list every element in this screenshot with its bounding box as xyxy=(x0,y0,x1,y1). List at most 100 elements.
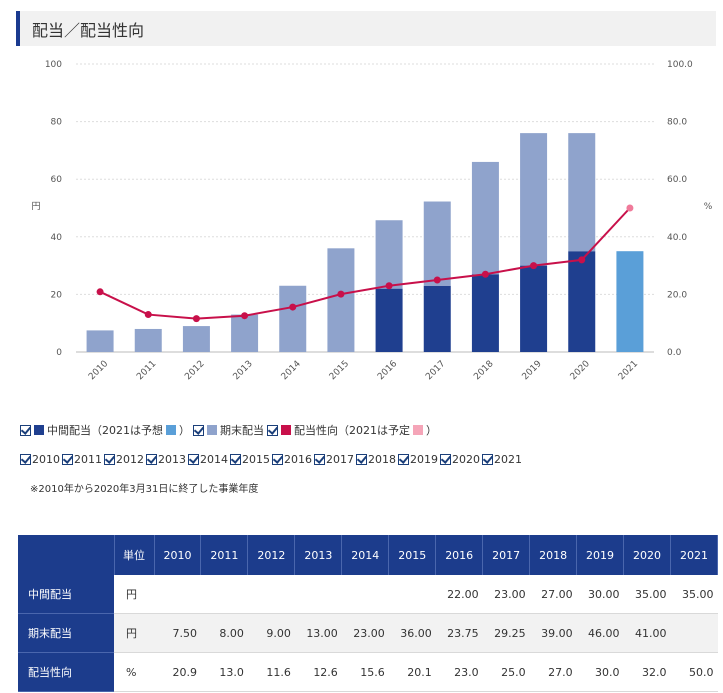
table-cell xyxy=(294,575,342,614)
table-cell: 27.00 xyxy=(529,575,577,614)
row-label: 配当性向 xyxy=(18,652,114,692)
year-filter-checkbox[interactable] xyxy=(146,454,157,465)
interim-checkbox[interactable] xyxy=(20,424,31,436)
table-cell: 7.50 xyxy=(154,613,201,653)
year-end-legend-label: 期末配当 xyxy=(220,424,264,437)
year-filter-label: 2012 xyxy=(116,453,144,466)
row-label: 期末配当 xyxy=(18,613,114,653)
year-filter-2012[interactable]: 2012 xyxy=(104,453,144,466)
y2-tick-label: 80.0 xyxy=(667,118,687,128)
interim-dividend-bar xyxy=(520,265,548,352)
payout-ratio-point xyxy=(578,256,586,264)
table-cell: 23.00 xyxy=(341,613,389,653)
year-filter-checkbox[interactable] xyxy=(188,454,199,465)
year-filter-2015[interactable]: 2015 xyxy=(230,453,270,466)
table-cell xyxy=(247,575,295,614)
interim-dividend-bar xyxy=(568,251,596,352)
year-filter-label: 2021 xyxy=(494,453,522,466)
year-filter-2017[interactable]: 2017 xyxy=(314,453,354,466)
y2-tick-label: 40.0 xyxy=(667,233,687,243)
interim-dividend-bar xyxy=(423,285,451,352)
year-filter-checkbox[interactable] xyxy=(20,454,31,465)
table-cell: 9.00 xyxy=(247,613,295,653)
y-axis-label: 円 xyxy=(31,201,40,212)
year-filter-checkbox[interactable] xyxy=(356,454,367,465)
year-filter-checkbox[interactable] xyxy=(62,454,73,465)
y-tick-label: 20 xyxy=(51,290,63,300)
year-filter-label: 2019 xyxy=(410,453,438,466)
year-filter-checkbox[interactable] xyxy=(482,454,493,465)
year-filter-label: 2017 xyxy=(326,453,354,466)
y2-tick-label: 20.0 xyxy=(667,290,687,300)
page-title-bar: 配当／配当性向 xyxy=(16,11,716,46)
year-end-dividend-bar xyxy=(375,220,403,289)
table-header-cell: 2019 xyxy=(576,535,625,575)
year-filter-2020[interactable]: 2020 xyxy=(440,453,480,466)
year-filter-2018[interactable]: 2018 xyxy=(356,453,396,466)
year-filter-list: 2010 2011 2012 2013 2014 2015 2016 2017 2018 2019… xyxy=(20,453,524,466)
x-tick-label: 2015 xyxy=(328,359,351,382)
y-tick-label: 40 xyxy=(51,233,63,243)
year-filter-2019[interactable]: 2019 xyxy=(398,453,438,466)
x-tick-label: 2017 xyxy=(424,359,447,382)
payout-checkbox[interactable] xyxy=(267,424,278,436)
year-end-dividend-bar xyxy=(86,330,114,352)
year-end-dividend-bar xyxy=(279,285,307,352)
year-filter-label: 2010 xyxy=(32,453,60,466)
year-filter-checkbox[interactable] xyxy=(314,454,325,465)
payout-ratio-forecast-line xyxy=(581,207,631,261)
year-filter-label: 2014 xyxy=(200,453,228,466)
payout-ratio-point xyxy=(289,303,297,311)
table-cell xyxy=(154,575,201,614)
table-header-cell: 2018 xyxy=(529,535,578,575)
table-cell: 39.00 xyxy=(529,613,577,653)
year-end-swatch xyxy=(207,425,217,435)
year-filter-2011[interactable]: 2011 xyxy=(62,453,102,466)
year-filter-checkbox[interactable] xyxy=(440,454,451,465)
payout-ratio-point xyxy=(626,204,634,212)
year-filter-2021[interactable]: 2021 xyxy=(482,453,522,466)
table-cell xyxy=(388,575,436,614)
year-filter-2014[interactable]: 2014 xyxy=(188,453,228,466)
page-title: 配当／配当性向 xyxy=(32,21,145,40)
row-unit: % xyxy=(114,652,154,692)
year-filter-label: 2016 xyxy=(284,453,312,466)
year-filter-checkbox[interactable] xyxy=(104,454,115,465)
table-row: 期末配当円 7.50 8.00 9.00 13.00 23.00 36.00 23.75 29.… xyxy=(18,613,718,653)
x-tick-label: 2010 xyxy=(87,359,110,382)
y-tick-label: 100 xyxy=(45,60,62,70)
table-cell: 50.0 xyxy=(670,652,718,692)
x-tick-label: 2021 xyxy=(617,359,640,382)
table-cell xyxy=(670,613,718,653)
year-end-checkbox[interactable] xyxy=(193,424,204,436)
interim-dividend-bar xyxy=(375,288,403,352)
table-header-cell: 単位 xyxy=(114,535,155,575)
table-header-cell: 2014 xyxy=(341,535,390,575)
series-legend: 中間配当（2021は予想 ） 期末配当 配当性向（2021は予定 ） xyxy=(20,422,437,438)
year-filter-checkbox[interactable] xyxy=(230,454,241,465)
table-corner xyxy=(18,535,115,575)
year-filter-2016[interactable]: 2016 xyxy=(272,453,312,466)
payout-ratio-point xyxy=(481,270,489,278)
year-end-dividend-bar xyxy=(568,133,596,252)
table-cell: 41.00 xyxy=(623,613,671,653)
x-tick-label: 2012 xyxy=(183,359,206,382)
table-cell: 11.6 xyxy=(247,652,295,692)
year-filter-2010[interactable]: 2010 xyxy=(20,453,60,466)
year-filter-checkbox[interactable] xyxy=(398,454,409,465)
interim-legend-label: 中間配当（2021は予想 xyxy=(47,424,163,437)
table-cell: 22.00 xyxy=(435,575,483,614)
year-filter-label: 2011 xyxy=(74,453,102,466)
table-cell: 36.00 xyxy=(388,613,436,653)
table-cell: 15.6 xyxy=(341,652,389,692)
fiscal-note: ※2010年から2020年3月31日に終了した事業年度 xyxy=(30,484,259,495)
year-filter-checkbox[interactable] xyxy=(272,454,283,465)
table-row: 配当性向% 20.9 13.0 11.6 12.6 15.6 20.1 23.0 25.0 27.… xyxy=(18,652,718,692)
interim-swatch xyxy=(34,425,44,435)
table-cell: 27.0 xyxy=(529,652,577,692)
table-header-cell: 2016 xyxy=(435,535,484,575)
payout-legend-label: 配当性向（2021は予定 xyxy=(294,424,410,437)
table-cell: 20.1 xyxy=(388,652,436,692)
year-filter-2013[interactable]: 2013 xyxy=(146,453,186,466)
table-cell: 30.0 xyxy=(576,652,624,692)
